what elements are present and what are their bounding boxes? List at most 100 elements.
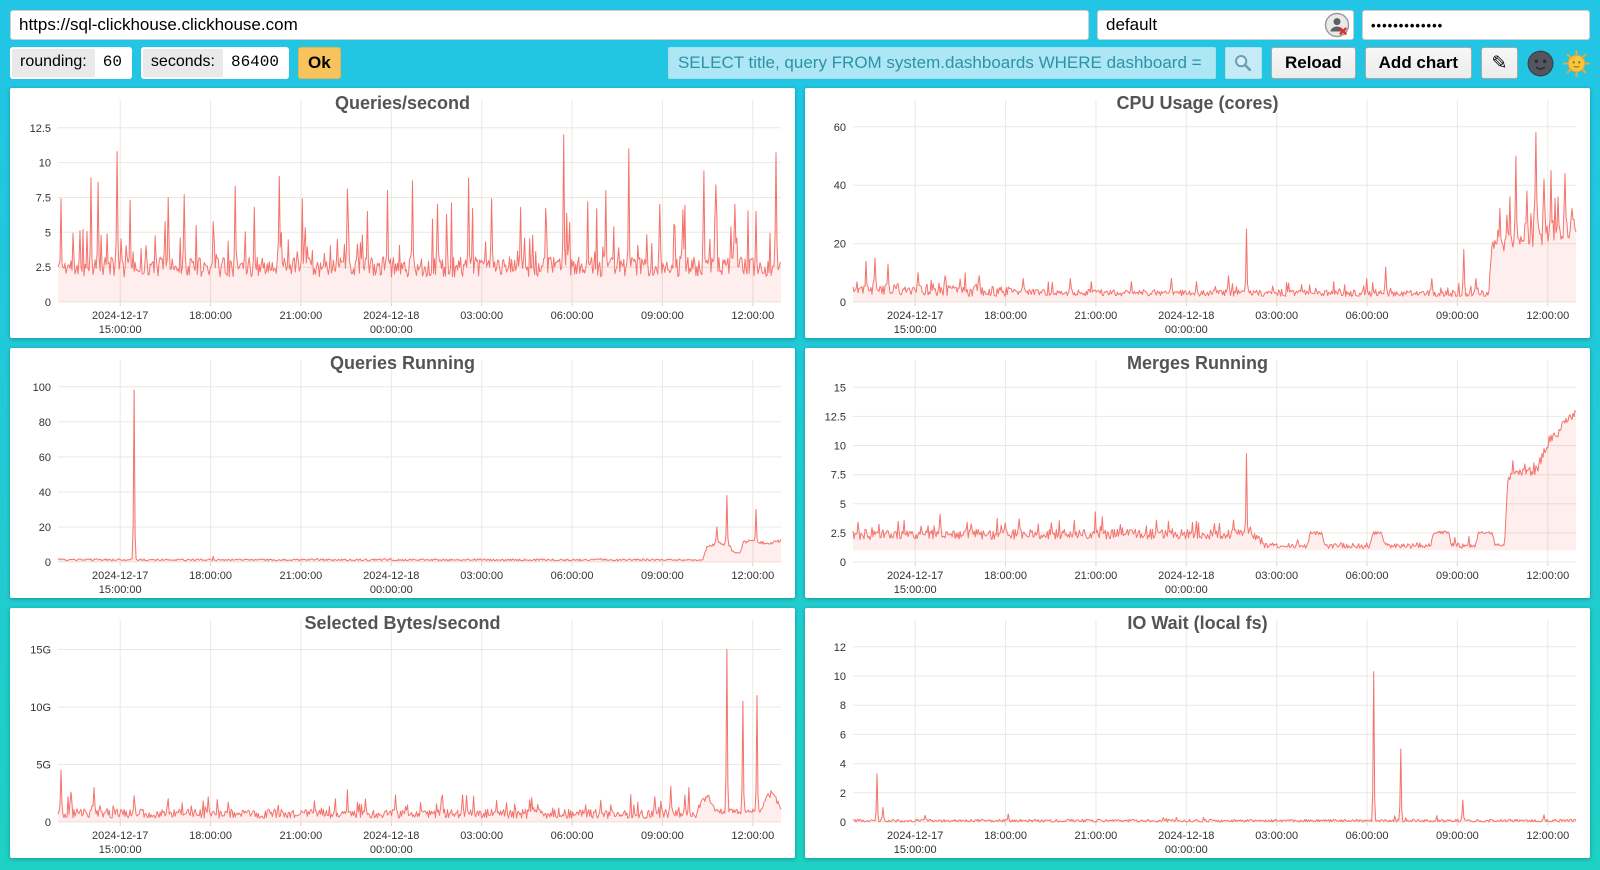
dashboard-query-input[interactable] — [667, 47, 1216, 79]
svg-text:21:00:00: 21:00:00 — [279, 310, 322, 322]
svg-text:2024-12-18: 2024-12-18 — [363, 310, 419, 322]
svg-text:06:00:00: 06:00:00 — [551, 570, 594, 582]
svg-text:40: 40 — [834, 180, 846, 192]
svg-text:03:00:00: 03:00:00 — [1255, 830, 1298, 842]
svg-text:12:00:00: 12:00:00 — [731, 570, 774, 582]
svg-text:20: 20 — [834, 239, 846, 251]
svg-text:12:00:00: 12:00:00 — [731, 310, 774, 322]
svg-text:03:00:00: 03:00:00 — [1255, 310, 1298, 322]
svg-text:00:00:00: 00:00:00 — [370, 584, 413, 596]
svg-text:03:00:00: 03:00:00 — [460, 570, 503, 582]
svg-text:7.5: 7.5 — [36, 193, 51, 205]
svg-text:18:00:00: 18:00:00 — [189, 570, 232, 582]
svg-text:2.5: 2.5 — [831, 528, 846, 540]
reload-button[interactable]: Reload — [1270, 47, 1356, 79]
chart-card-selected-bytes: Selected Bytes/second 2024-12-17 15:00:00… — [10, 608, 795, 858]
svg-text:2.5: 2.5 — [36, 262, 51, 274]
mass-editor-toggle[interactable] — [1527, 50, 1554, 77]
svg-text:12:00:00: 12:00:00 — [731, 830, 774, 842]
svg-text:80: 80 — [39, 417, 51, 429]
chart-card-cpu-usage: CPU Usage (cores) 2024-12-17 15:00:00 18:0… — [805, 88, 1590, 338]
rounding-field: rounding: 60 — [10, 47, 132, 79]
svg-text:15: 15 — [834, 382, 846, 394]
svg-text:0: 0 — [45, 297, 51, 309]
svg-text:15:00:00: 15:00:00 — [894, 324, 937, 336]
chart-card-merges-running: Merges Running 2024-12-17 15:00:00 18:00:0… — [805, 348, 1590, 598]
svg-text:8: 8 — [840, 700, 846, 712]
svg-text:21:00:00: 21:00:00 — [279, 830, 322, 842]
svg-text:2024-12-17: 2024-12-17 — [887, 830, 943, 842]
svg-text:10: 10 — [834, 441, 846, 453]
svg-text:10: 10 — [39, 158, 51, 170]
theme-toggle[interactable] — [1562, 49, 1591, 77]
chart-card-queries-running: Queries Running 2024-12-17 15:00:00 18:00:… — [10, 348, 795, 598]
svg-text:18:00:00: 18:00:00 — [984, 830, 1027, 842]
ok-button[interactable]: Ok — [297, 47, 341, 79]
svg-text:12:00:00: 12:00:00 — [1526, 310, 1569, 322]
svg-text:12.5: 12.5 — [30, 123, 51, 135]
svg-text:00:00:00: 00:00:00 — [1165, 324, 1208, 336]
svg-text:0: 0 — [45, 557, 51, 569]
magnifier-icon — [1235, 55, 1252, 72]
svg-text:15:00:00: 15:00:00 — [894, 584, 937, 596]
svg-text:2024-12-18: 2024-12-18 — [363, 570, 419, 582]
chart-plot-selected-bytes[interactable]: 2024-12-17 15:00:00 18:00:00 21:00:00 2024-1… — [10, 608, 795, 858]
svg-text:2024-12-17: 2024-12-17 — [887, 310, 943, 322]
svg-text:12.5: 12.5 — [825, 411, 846, 423]
svg-text:12:00:00: 12:00:00 — [1526, 830, 1569, 842]
svg-text:5: 5 — [840, 499, 846, 511]
svg-text:09:00:00: 09:00:00 — [641, 310, 684, 322]
svg-text:2024-12-17: 2024-12-17 — [92, 830, 148, 842]
svg-text:09:00:00: 09:00:00 — [1436, 830, 1479, 842]
svg-text:10: 10 — [834, 671, 846, 683]
svg-text:0: 0 — [840, 557, 846, 569]
svg-text:21:00:00: 21:00:00 — [279, 570, 322, 582]
svg-text:09:00:00: 09:00:00 — [1436, 570, 1479, 582]
svg-text:18:00:00: 18:00:00 — [189, 830, 232, 842]
chart-plot-merges-running[interactable]: 2024-12-17 15:00:00 18:00:00 21:00:00 2024-1… — [805, 348, 1590, 598]
query-cluster: Reload Add chart ✎ — [667, 47, 1591, 79]
svg-text:00:00:00: 00:00:00 — [1165, 844, 1208, 856]
svg-text:09:00:00: 09:00:00 — [641, 830, 684, 842]
chart-plot-cpu-usage[interactable]: 2024-12-17 15:00:00 18:00:00 21:00:00 2024-1… — [805, 88, 1590, 338]
svg-text:0: 0 — [840, 817, 846, 829]
svg-text:2024-12-18: 2024-12-18 — [1158, 570, 1214, 582]
svg-text:7.5: 7.5 — [831, 470, 846, 482]
chart-plot-queries-per-second[interactable]: 2024-12-17 15:00:00 18:00:00 21:00:00 2024-1… — [10, 88, 795, 338]
user-circle-with-red-x-icon[interactable] — [1324, 12, 1350, 38]
svg-text:0: 0 — [840, 297, 846, 309]
svg-text:06:00:00: 06:00:00 — [551, 310, 594, 322]
add-chart-button[interactable]: Add chart — [1364, 47, 1472, 79]
svg-text:2024-12-18: 2024-12-18 — [363, 830, 419, 842]
chart-plot-io-wait[interactable]: 2024-12-17 15:00:00 18:00:00 21:00:00 2024-1… — [805, 608, 1590, 858]
server-url-input[interactable] — [10, 10, 1089, 40]
svg-text:15:00:00: 15:00:00 — [894, 844, 937, 856]
seconds-field: seconds: 86400 — [140, 47, 289, 79]
svg-text:20: 20 — [39, 522, 51, 534]
charts-grid: Queries/second 2024-12-17 15:00:00 18:00:0… — [10, 88, 1590, 858]
svg-text:03:00:00: 03:00:00 — [460, 830, 503, 842]
chart-plot-queries-running[interactable]: 2024-12-17 15:00:00 18:00:00 21:00:00 2024-1… — [10, 348, 795, 598]
svg-text:18:00:00: 18:00:00 — [984, 310, 1027, 322]
svg-text:5: 5 — [45, 227, 51, 239]
svg-text:21:00:00: 21:00:00 — [1074, 830, 1117, 842]
svg-text:5G: 5G — [36, 760, 51, 772]
connection-bar — [10, 10, 1590, 40]
dark-moon-face-icon — [1527, 50, 1554, 76]
rounding-value[interactable]: 60 — [102, 53, 122, 71]
svg-text:06:00:00: 06:00:00 — [551, 830, 594, 842]
run-search-button[interactable] — [1224, 47, 1262, 79]
password-input[interactable] — [1362, 10, 1590, 40]
svg-text:21:00:00: 21:00:00 — [1074, 570, 1117, 582]
svg-text:06:00:00: 06:00:00 — [1346, 830, 1389, 842]
user-input[interactable] — [1097, 10, 1354, 40]
rounding-label: rounding: — [12, 49, 95, 77]
svg-text:00:00:00: 00:00:00 — [370, 324, 413, 336]
seconds-value[interactable]: 86400 — [230, 53, 279, 71]
svg-text:18:00:00: 18:00:00 — [189, 310, 232, 322]
chart-card-queries-per-second: Queries/second 2024-12-17 15:00:00 18:00:0… — [10, 88, 795, 338]
svg-text:09:00:00: 09:00:00 — [641, 570, 684, 582]
svg-text:06:00:00: 06:00:00 — [1346, 570, 1389, 582]
edit-queries-button[interactable]: ✎ — [1481, 47, 1518, 79]
